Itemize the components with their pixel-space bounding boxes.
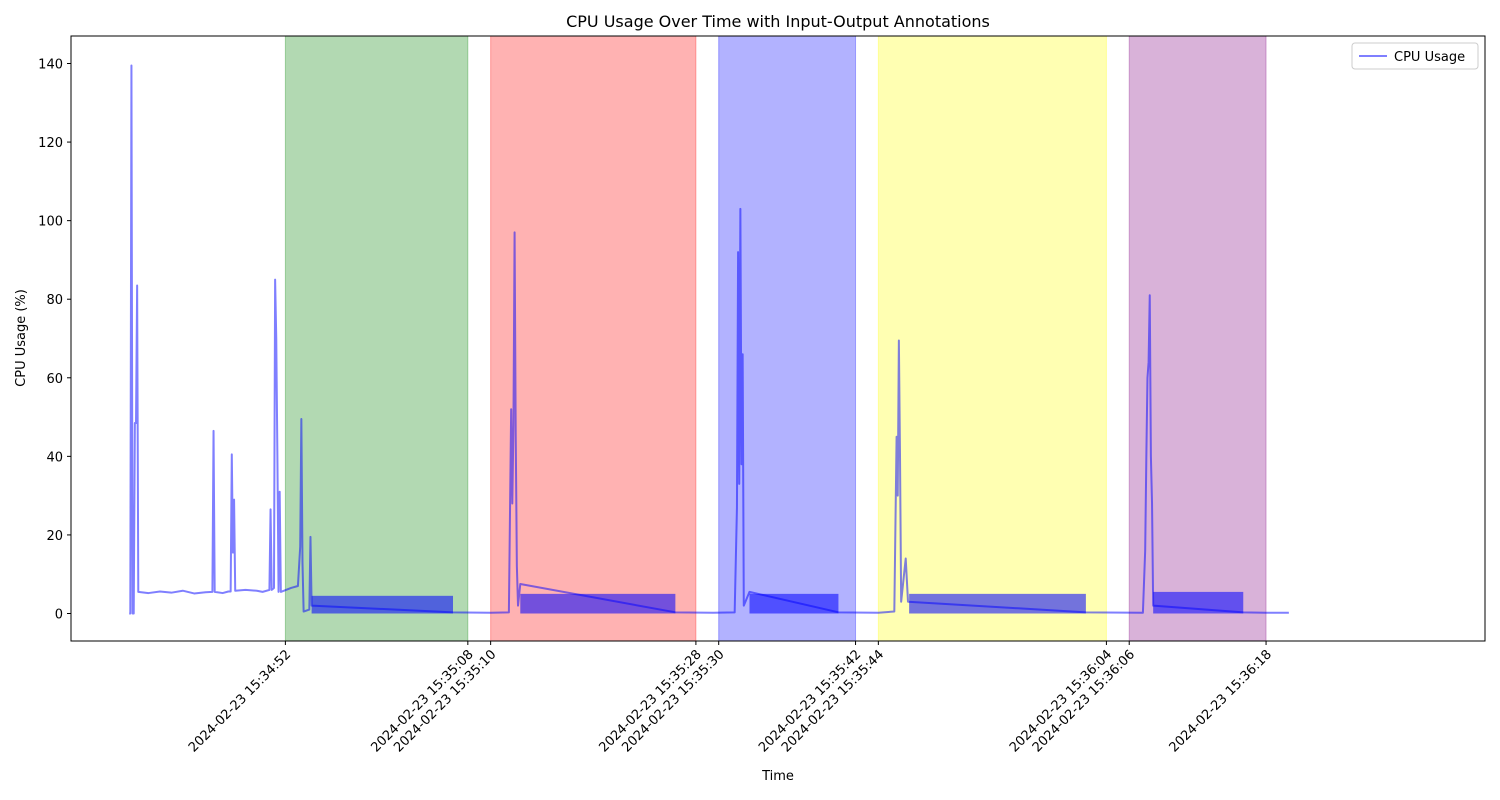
annotation-spans [284,35,1267,642]
annotation-span-1 [284,35,469,642]
cpu-usage-series [129,64,1289,615]
y-tick-label-120: 120 [38,136,63,151]
chart-title: CPU Usage Over Time with Input-Output An… [566,12,990,31]
x-tick-label-2: 2024-02-23 15:35:08 [368,647,476,755]
legend: CPU Usage [1351,42,1479,70]
y-tick-label-40: 40 [46,450,63,465]
x-axis-label: Time [761,769,794,784]
cpu-usage-dense-segment-2 [520,593,676,614]
cpu-usage-dense-segment-3 [749,593,839,614]
x-tick-label-8: 2024-02-23 15:36:04 [1007,647,1115,755]
y-tick-label-0: 0 [55,608,63,623]
x-tick-label-7: 2024-02-23 15:35:44 [779,647,887,755]
plot-area-frame [70,35,1486,642]
legend-label-cpu-usage: CPU Usage [1394,50,1465,65]
y-tick-label-80: 80 [46,293,63,308]
y-tick-label-100: 100 [38,215,63,230]
cpu-usage-dense-segment-1 [311,595,454,614]
x-tick-label-3: 2024-02-23 15:35:10 [391,647,499,755]
y-axis: 0 20 40 60 80 100 120 140 [38,58,71,623]
x-tick-label-6: 2024-02-23 15:35:42 [756,647,864,755]
x-tick-label-4: 2024-02-23 15:35:28 [596,647,704,755]
y-tick-label-20: 20 [46,529,63,544]
x-tick-label-1: 2024-02-23 15:34:52 [186,647,294,755]
x-axis: 2024-02-23 15:34:52 2024-02-23 15:35:0820… [186,641,1275,755]
y-axis-label: CPU Usage (%) [14,289,29,387]
y-tick-label-140: 140 [38,58,63,73]
annotation-span-4 [877,35,1107,642]
annotation-span-2 [490,35,697,642]
x-tick-label-5: 2024-02-23 15:35:30 [619,647,727,755]
cpu-usage-dense-segment-4 [909,593,1086,614]
cpu-usage-line [129,64,1289,615]
x-tick-label-9: 2024-02-23 15:36:06 [1030,647,1138,755]
cpu-usage-dense-segment-5 [1153,591,1244,614]
x-tick-label-10: 2024-02-23 15:36:18 [1167,647,1275,755]
y-tick-label-60: 60 [46,372,63,387]
legend-box [1351,42,1479,70]
